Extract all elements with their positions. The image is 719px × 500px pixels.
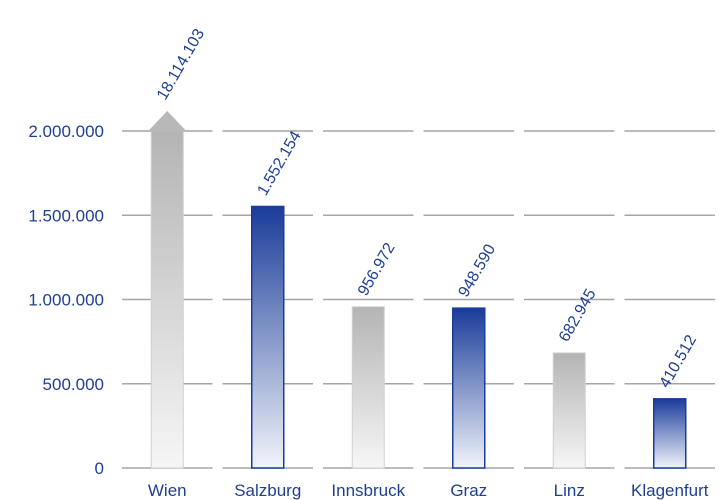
category-label: Salzburg [234,481,301,500]
category-label: Wien [148,481,187,500]
category-label: Klagenfurt [631,481,709,500]
y-tick-label: 500.000 [43,375,104,394]
value-label: 18.114.103 [154,26,208,103]
overflow-arrow-icon [147,111,188,132]
y-tick-label: 2.000.000 [28,122,104,141]
value-label: 1.552.154 [254,128,304,198]
value-label: 956.972 [355,240,399,299]
grid-lines [122,130,715,469]
value-label: 948.590 [455,241,499,300]
bar-salzburg [251,205,285,469]
value-label: 410.512 [656,332,700,391]
y-axis-ticks: 0 500.000 1.000.000 1.500.000 2.000.000 [28,122,104,478]
bar-innsbruck [351,306,385,469]
category-label: Graz [450,481,487,500]
category-label: Linz [554,481,585,500]
x-axis-labels: Wien Salzburg Innsbruck Graz Linz Klagenfurt [148,481,709,500]
bars [147,111,687,469]
y-tick-label: 1.000.000 [28,291,104,310]
category-label: Innsbruck [331,481,405,500]
y-tick-label: 0 [95,459,104,478]
value-label: 682.945 [556,286,600,345]
bar-linz [552,352,586,469]
bar-klagenfurt [653,398,687,469]
y-tick-label: 1.500.000 [28,206,104,225]
bar-graz [452,307,486,469]
value-labels: 18.114.103 1.552.154 956.972 948.590 682.945… [154,26,700,391]
bar-wien [150,130,184,469]
